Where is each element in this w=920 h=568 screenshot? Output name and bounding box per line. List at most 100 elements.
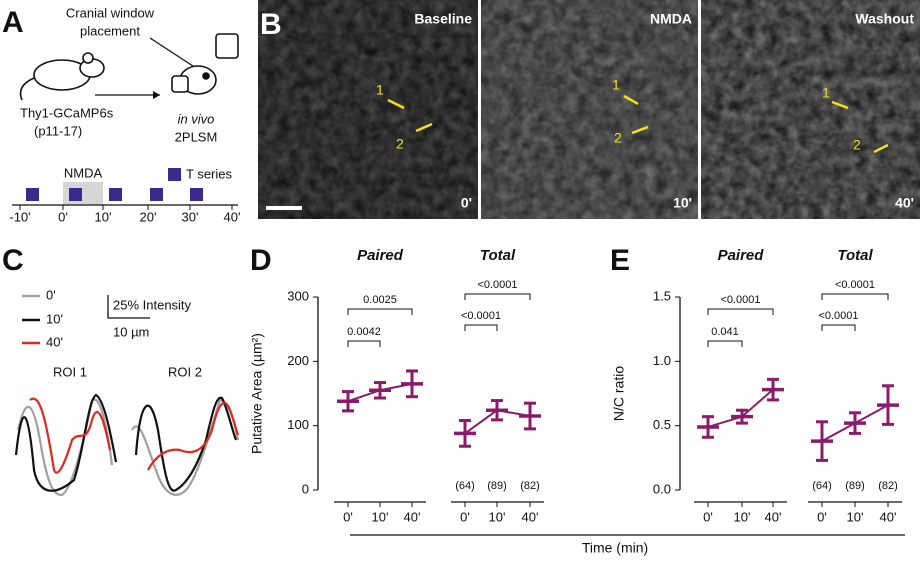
roi-label: 1 (822, 85, 830, 101)
bracket (347, 308, 413, 315)
mouse-icon (19, 52, 105, 101)
y-tick-label: 1.0 (653, 353, 671, 368)
p-value: <0.0001 (720, 294, 760, 306)
image-time: 40' (895, 195, 914, 211)
y-tick-label: 100 (287, 417, 309, 432)
x-tick-label: 10' (734, 509, 751, 524)
panel-letter: A (2, 6, 24, 39)
panel-letter: D (250, 244, 272, 277)
panel-b: B Baseline NMDA Washout 0' 10' 40' 1 2 1… (258, 0, 920, 219)
x-tick-label: 10' (847, 509, 864, 524)
bracket (707, 308, 774, 315)
scale-label: 25% Intensity (113, 297, 192, 312)
roi-title: ROI 2 (168, 364, 202, 379)
x-tick-label: 40' (880, 509, 897, 524)
imaging-icon (171, 33, 239, 95)
scale-bar (107, 295, 150, 319)
tick-label: -10' (9, 209, 30, 224)
y-tick-label: 200 (287, 353, 309, 368)
t-series-marks (26, 168, 203, 201)
group-title: Paired (357, 247, 404, 264)
label: (p11-17) (34, 123, 82, 138)
count-label: (89) (487, 480, 507, 492)
image-title: NMDA (650, 11, 692, 27)
y-tick-label: 300 (287, 288, 309, 303)
y-axis-label: Putative Area (µm²) (249, 333, 265, 454)
roi-label: 2 (396, 136, 404, 152)
mean-line (347, 382, 413, 403)
bracket (464, 293, 531, 300)
mean-line (464, 409, 531, 435)
bracket (821, 293, 889, 300)
scale-label: 10 µm (113, 324, 149, 339)
profile-traces (14, 393, 240, 497)
p-value: <0.0001 (461, 310, 501, 322)
label: 2PLSM (175, 129, 218, 144)
p-value: 0.0042 (347, 326, 381, 338)
roi-title: ROI 1 (53, 364, 87, 379)
mean-line (821, 404, 889, 442)
image-time: 10' (673, 195, 692, 211)
legend-label: 10' (46, 311, 63, 326)
p-value: <0.0001 (477, 279, 517, 291)
x-tick-label: 0' (343, 509, 353, 524)
x-tick-label: 10' (372, 509, 389, 524)
roi-label: 1 (376, 82, 384, 98)
panel-c: C 0' 10' 40' 25% Intensity 10 µm ROI 1 R… (2, 244, 240, 497)
y-tick-label: 0.5 (653, 417, 671, 432)
arrow-head (153, 91, 160, 99)
scale-bar (266, 206, 302, 210)
legend-label: 0' (46, 287, 56, 302)
roi-label: 2 (853, 137, 861, 153)
count-label: (82) (520, 480, 540, 492)
tick-label: 40' (224, 209, 241, 224)
arrow (149, 37, 197, 69)
image-title: Washout (855, 11, 914, 27)
panel-letter: B (260, 8, 282, 41)
label: placement (80, 23, 140, 38)
panel-letter: E (610, 244, 630, 277)
x-tick-label: 40' (765, 509, 782, 524)
image-title: Baseline (414, 11, 472, 27)
bracket (821, 324, 856, 331)
x-tick-label: 0' (460, 509, 470, 524)
x-tick-label: 0' (703, 509, 713, 524)
count-label: (64) (455, 480, 475, 492)
count-label: (82) (878, 480, 898, 492)
image-time: 0' (461, 195, 472, 211)
x-tick-label: 0' (817, 509, 827, 524)
bracket (707, 340, 743, 347)
p-value: 0.0025 (363, 294, 397, 306)
count-label: (89) (845, 480, 865, 492)
tick-label: 20' (140, 209, 157, 224)
group-title: Total (837, 247, 873, 264)
label: Thy1-GCaMP6s (20, 105, 114, 120)
roi-label: 1 (612, 77, 620, 93)
y-tick-label: 0.0 (653, 481, 671, 496)
x-tick-label: 10' (489, 509, 506, 524)
p-value: <0.0001 (818, 310, 858, 322)
x-tick-label: 40' (404, 509, 421, 524)
count-label: (64) (812, 480, 832, 492)
label: in vivo (178, 111, 215, 126)
p-value: <0.0001 (835, 279, 875, 291)
group-title: Total (480, 247, 516, 264)
y-tick-label: 1.5 (653, 288, 671, 303)
x-tick-label: 40' (522, 509, 539, 524)
mean-line (707, 388, 774, 428)
label: NMDA (64, 165, 103, 180)
y-tick-label: 0 (302, 481, 309, 496)
legend-label: T series (186, 166, 232, 181)
label: Cranial window (66, 5, 155, 20)
roi-label: 2 (614, 130, 622, 146)
tick-label: 0' (58, 209, 68, 224)
bracket (464, 324, 498, 331)
x-axis-label: Time (min) (582, 540, 648, 556)
bracket (347, 340, 381, 347)
p-value: 0.041 (711, 326, 739, 338)
panel-letter: C (2, 244, 24, 277)
legend-label: 40' (46, 334, 63, 349)
group-title: Paired (718, 247, 765, 264)
panel-a: A Cranial window placement Thy1-GCaMP6s … (2, 5, 240, 224)
